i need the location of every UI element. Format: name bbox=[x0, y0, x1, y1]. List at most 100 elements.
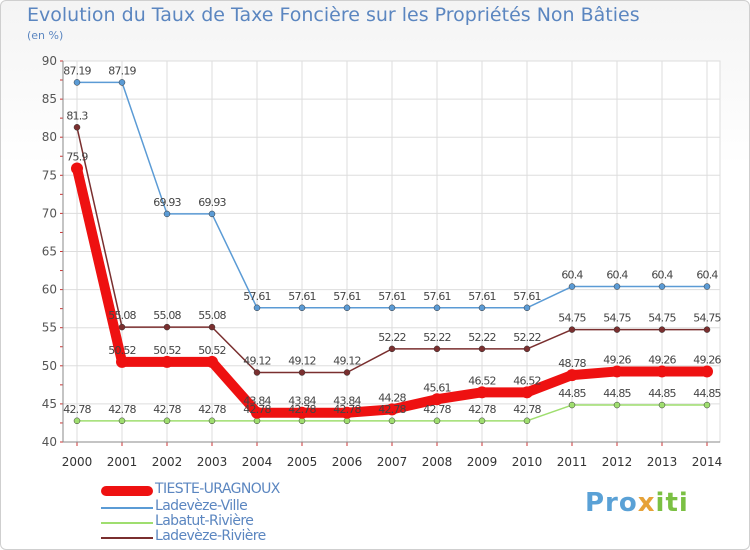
data-label: 46.52 bbox=[513, 374, 541, 387]
data-label: 60.4 bbox=[651, 269, 673, 282]
data-label: 87.19 bbox=[108, 64, 136, 77]
data-label: 69.93 bbox=[198, 196, 226, 209]
data-label: 54.75 bbox=[648, 312, 676, 325]
data-label: 81.3 bbox=[66, 109, 88, 122]
data-label: 46.52 bbox=[468, 374, 496, 387]
data-label: 43.84 bbox=[243, 395, 271, 408]
data-point bbox=[388, 417, 396, 425]
data-point bbox=[118, 79, 126, 86]
x-tick-label: 2004 bbox=[242, 455, 273, 469]
legend-label: TIESTE-URAGNOUX bbox=[155, 481, 280, 497]
data-label: 60.4 bbox=[696, 269, 718, 282]
data-point bbox=[388, 304, 396, 312]
data-label: 52.22 bbox=[423, 331, 451, 344]
data-label: 54.75 bbox=[603, 312, 631, 325]
data-label: 57.61 bbox=[423, 290, 451, 303]
data-point bbox=[253, 304, 261, 312]
data-label: 42.78 bbox=[243, 403, 271, 416]
data-label: 49.26 bbox=[693, 353, 721, 366]
data-label: 50.52 bbox=[108, 344, 136, 357]
data-label: 57.61 bbox=[468, 290, 496, 303]
legend-swatch bbox=[101, 522, 153, 524]
data-point bbox=[613, 283, 621, 290]
data-label: 48.78 bbox=[558, 357, 586, 370]
data-label: 69.93 bbox=[153, 196, 181, 209]
data-point bbox=[71, 162, 83, 175]
x-tick-label: 2010 bbox=[512, 455, 543, 469]
data-point bbox=[163, 417, 171, 425]
data-point bbox=[478, 304, 486, 312]
data-label: 57.61 bbox=[513, 290, 541, 303]
data-point bbox=[163, 210, 171, 218]
data-label: 57.61 bbox=[288, 290, 316, 303]
data-point bbox=[613, 401, 621, 409]
data-label: 42.78 bbox=[108, 403, 136, 416]
data-point bbox=[388, 345, 396, 353]
data-label: 42.78 bbox=[288, 403, 316, 416]
data-label: 52.22 bbox=[468, 331, 496, 344]
data-point bbox=[658, 283, 666, 290]
data-label: 45.61 bbox=[423, 381, 451, 394]
data-point bbox=[298, 369, 306, 376]
chart-title: Evolution du Taux de Taxe Foncière sur l… bbox=[27, 4, 640, 26]
x-tick-label: 2009 bbox=[467, 455, 498, 469]
x-tick-label: 2001 bbox=[107, 455, 138, 469]
data-point bbox=[298, 304, 306, 312]
data-point bbox=[521, 386, 533, 399]
data-label: 44.85 bbox=[603, 387, 631, 400]
data-point bbox=[73, 124, 81, 131]
data-label: 49.26 bbox=[648, 353, 676, 366]
data-point bbox=[613, 326, 621, 333]
y-tick-label: 55 bbox=[42, 321, 57, 335]
data-label: 87.19 bbox=[63, 64, 91, 77]
data-point bbox=[206, 355, 218, 368]
data-point bbox=[611, 365, 623, 378]
data-label: 50.52 bbox=[153, 344, 181, 357]
y-tick-label: 75 bbox=[42, 168, 57, 182]
data-point bbox=[251, 406, 263, 419]
data-point bbox=[431, 393, 443, 406]
data-label: 75.9 bbox=[66, 150, 88, 163]
data-point bbox=[658, 326, 666, 333]
data-point bbox=[161, 355, 173, 368]
data-label: 49.12 bbox=[243, 355, 271, 368]
data-label: 52.22 bbox=[513, 331, 541, 344]
data-label: 57.61 bbox=[243, 290, 271, 303]
x-tick-label: 2008 bbox=[422, 455, 453, 469]
data-label: 44.85 bbox=[693, 387, 721, 400]
data-point bbox=[568, 326, 576, 333]
data-point bbox=[433, 345, 441, 353]
data-point bbox=[386, 403, 398, 416]
x-tick-label: 2014 bbox=[692, 455, 723, 469]
data-point bbox=[343, 304, 351, 312]
data-point bbox=[118, 323, 126, 331]
data-point bbox=[118, 417, 126, 425]
y-tick-label: 50 bbox=[42, 359, 57, 373]
data-point bbox=[703, 326, 711, 333]
y-tick-label: 65 bbox=[42, 245, 57, 259]
x-tick-label: 2006 bbox=[332, 455, 363, 469]
data-point bbox=[523, 304, 531, 312]
data-point bbox=[208, 210, 216, 218]
y-tick-label: 40 bbox=[42, 435, 57, 449]
x-tick-label: 2000 bbox=[62, 455, 93, 469]
data-label: 42.78 bbox=[513, 403, 541, 416]
data-label: 55.08 bbox=[198, 309, 226, 322]
data-label: 42.78 bbox=[153, 403, 181, 416]
data-point bbox=[478, 345, 486, 353]
x-tick-label: 2002 bbox=[152, 455, 183, 469]
data-point bbox=[701, 365, 713, 378]
data-label: 55.08 bbox=[153, 309, 181, 322]
x-tick-label: 2013 bbox=[647, 455, 678, 469]
data-label: 55.08 bbox=[108, 309, 136, 322]
legend-swatch bbox=[101, 507, 153, 509]
data-label: 49.12 bbox=[333, 355, 361, 368]
data-label: 43.84 bbox=[288, 395, 316, 408]
data-label: 60.4 bbox=[606, 269, 628, 282]
data-point bbox=[523, 417, 531, 425]
legend-label: Ladevèze-Rivière bbox=[155, 528, 266, 544]
y-tick-label: 60 bbox=[42, 283, 57, 297]
data-point bbox=[296, 406, 308, 419]
data-point bbox=[116, 355, 128, 368]
